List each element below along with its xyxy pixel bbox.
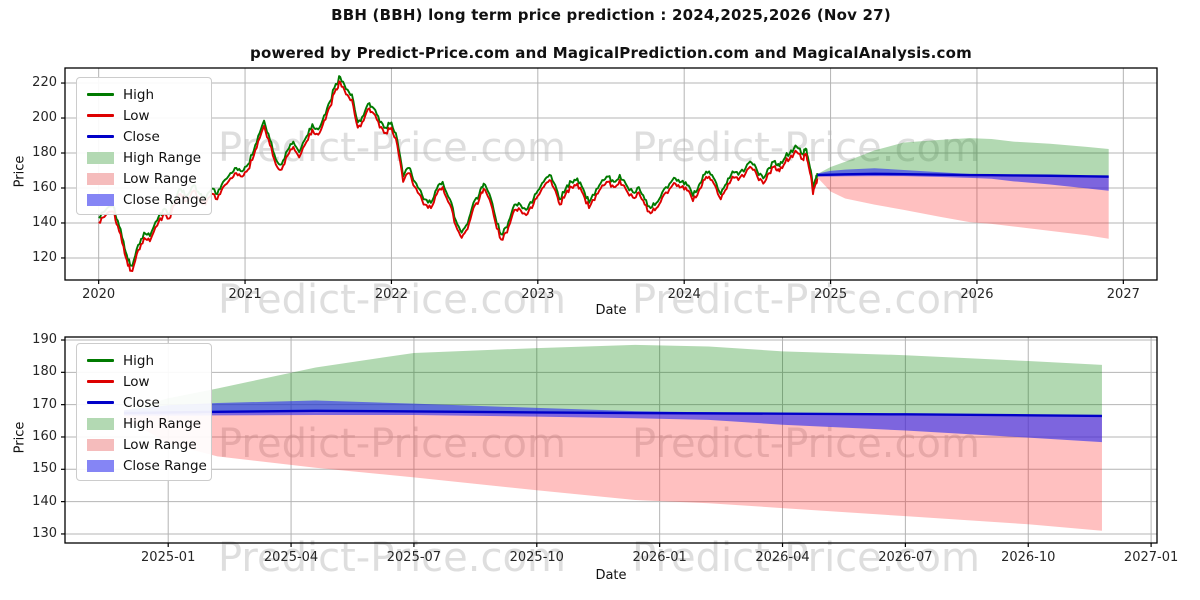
bottom-chart-ytick: 180 (32, 364, 57, 380)
bottom-chart-xtick: 2026-04 (755, 550, 810, 565)
chart-title: BBH (BBH) long term price prediction : 2… (331, 6, 891, 24)
legend-label: High (123, 352, 155, 369)
legend-swatch-line (87, 114, 114, 117)
bottom-chart-xtick: 2025-01 (141, 550, 196, 565)
top-chart-ytick: 200 (32, 110, 57, 126)
bottom-chart-xtick: 2027-01 (1123, 550, 1179, 565)
legend-label: Close (123, 394, 160, 411)
legend-item-low-range: Low Range (87, 168, 211, 189)
legend-swatch-patch (87, 459, 114, 472)
top-chart-xtick: 2023 (521, 287, 555, 302)
legend-label: High Range (123, 149, 202, 166)
legend-swatch-line (87, 401, 114, 404)
watermark-text: Predict-Price.com (218, 277, 566, 323)
watermark-text: Predict-Price.com (632, 277, 980, 323)
bottom-chart-ytick: 130 (32, 525, 57, 541)
legend-label: Low (123, 107, 150, 124)
legend-item-high-range: High Range (87, 147, 211, 168)
bottom-chart-xtick: 2025-10 (509, 550, 564, 565)
legend-swatch-patch (87, 172, 114, 185)
top-chart-xtick: 2021 (228, 287, 262, 302)
legend-label: Close Range (123, 457, 207, 474)
legend-item-high: High (87, 84, 211, 105)
top-chart-ytick: 180 (32, 145, 57, 160)
top-chart-xtick: 2025 (814, 287, 848, 302)
bottom-chart-ytick: 190 (32, 332, 57, 347)
legend-item-low: Low (87, 105, 211, 126)
legend-swatch-line (87, 135, 114, 138)
legend-item-high-range: High Range (87, 413, 211, 434)
legend-swatch-line (87, 380, 114, 383)
legend-swatch-patch (87, 417, 114, 430)
top-chart-xtick: 2022 (374, 287, 408, 302)
top-chart-ytick: 220 (32, 75, 57, 91)
bottom-chart-ytick: 140 (32, 493, 57, 509)
legend-item-low-range: Low Range (87, 434, 211, 455)
top-chart-ytick: 140 (32, 214, 57, 230)
top-chart-xlabel: Date (595, 303, 627, 318)
bottom-chart-ylabel: Price (12, 421, 28, 454)
legend-swatch-line (87, 359, 114, 362)
legend-swatch-patch (87, 151, 114, 164)
bottom-chart-xtick: 2026-07 (878, 550, 933, 565)
legend-label: Low Range (123, 436, 197, 453)
legend-item-close-range: Close Range (87, 455, 211, 476)
legend-label: Low (123, 373, 150, 390)
legend-item-close: Close (87, 392, 211, 413)
legend-label: High Range (123, 415, 202, 432)
bottom-chart-legend: High Low Close High Range Low Range Close Ran… (76, 343, 212, 481)
legend-item-low: Low (87, 371, 211, 392)
legend-swatch-line (87, 93, 114, 96)
bottom-chart-ytick: 160 (32, 428, 57, 444)
bottom-chart-xtick: 2025-04 (263, 550, 319, 565)
top-chart-xtick: 2024 (667, 287, 701, 302)
legend-item-close-range: Close Range (87, 189, 211, 210)
chart-subtitle: powered by Predict-Price.com and Magical… (250, 44, 972, 62)
top-chart-ytick: 120 (32, 249, 57, 265)
bottom-chart-xlabel: Date (595, 568, 627, 583)
bottom-chart-xtick: 2026-10 (1001, 550, 1056, 565)
watermark-text: Predict-Price.com (218, 421, 566, 467)
legend-swatch-patch (87, 193, 114, 206)
top-chart-ytick: 160 (32, 179, 57, 195)
top-chart-xtick: 2027 (1106, 287, 1140, 302)
bottom-chart-xtick: 2026-01 (632, 550, 687, 565)
legend-label: Low Range (123, 170, 197, 187)
legend-item-close: Close (87, 126, 211, 147)
legend-swatch-patch (87, 438, 114, 451)
bottom-chart-ytick: 150 (32, 461, 57, 477)
bottom-chart-ytick: 170 (32, 396, 57, 412)
legend-label: Close Range (123, 191, 207, 208)
top-chart-xtick: 2020 (82, 287, 116, 302)
legend-item-high: High (87, 350, 211, 371)
top-chart-ylabel: Price (12, 155, 28, 188)
bottom-chart-xtick: 2025-07 (386, 550, 442, 565)
top-chart-legend: High Low Close High Range Low Range Close Ran… (76, 77, 212, 215)
top-chart-xtick: 2026 (960, 287, 994, 302)
legend-label: Close (123, 128, 160, 145)
legend-label: High (123, 86, 155, 103)
